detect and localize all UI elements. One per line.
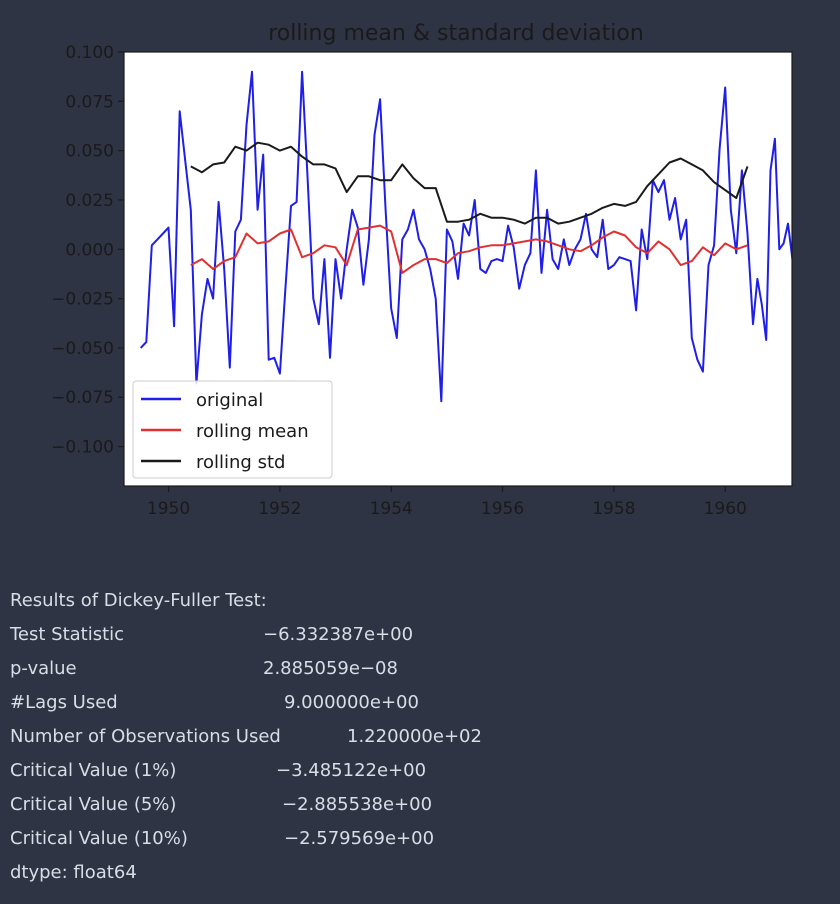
legend-label-rolling-mean: rolling mean bbox=[196, 421, 309, 442]
legend: original rolling mean rolling std bbox=[132, 380, 333, 479]
series-line-original bbox=[139, 70, 792, 403]
output-dtype: dtype: float64 bbox=[10, 862, 137, 883]
y-tick-label: −0.050 bbox=[51, 339, 114, 359]
output-row-value: −6.332387e+00 bbox=[263, 624, 414, 645]
output-row: #Lags Used 9.000000e+00 bbox=[10, 686, 419, 720]
y-tick-label: −0.025 bbox=[51, 290, 114, 310]
y-tick-label: −0.100 bbox=[51, 438, 114, 458]
output-row-value: −2.579569e+00 bbox=[284, 828, 435, 849]
output-row-value: 1.220000e+02 bbox=[347, 726, 482, 747]
output-row-label: p-value bbox=[10, 658, 77, 679]
series-line-rolling-std bbox=[190, 141, 749, 225]
output-row-value: −3.485122e+00 bbox=[276, 760, 427, 781]
x-tick-label: 1954 bbox=[370, 499, 413, 519]
y-tick-label: −0.075 bbox=[51, 388, 114, 408]
y-tick-label: 0.075 bbox=[65, 92, 114, 112]
output-row-value: 2.885059e−08 bbox=[263, 658, 398, 679]
output-row-label: Critical Value (1%) bbox=[10, 760, 177, 781]
y-tick-label: 0.025 bbox=[65, 191, 114, 211]
output-row: Number of Observations Used 1.220000e+02 bbox=[10, 720, 482, 754]
output-row: Critical Value (10%) −2.579569e+00 bbox=[10, 822, 434, 856]
output-row-label: #Lags Used bbox=[10, 692, 118, 713]
output-row: p-value 2.885059e−08 bbox=[10, 652, 398, 686]
x-tick-label: 1952 bbox=[258, 499, 301, 519]
plot-frame bbox=[123, 51, 793, 487]
legend-label-rolling-std: rolling std bbox=[196, 452, 285, 473]
output-row-label: Critical Value (5%) bbox=[10, 794, 177, 815]
output-row-value: −2.885538e+00 bbox=[282, 794, 433, 815]
output-row: Critical Value (5%) −2.885538e+00 bbox=[10, 788, 432, 822]
x-tick-label: 1956 bbox=[481, 499, 524, 519]
y-tick-label: 0.050 bbox=[65, 142, 114, 162]
x-tick-label: 1950 bbox=[147, 499, 190, 519]
y-tick-label: 0.100 bbox=[65, 43, 114, 63]
output-row-label: Test Statistic bbox=[10, 624, 125, 645]
output-row: Critical Value (1%) −3.485122e+00 bbox=[10, 754, 426, 788]
x-tick-label: 1958 bbox=[592, 499, 635, 519]
chart: rolling mean & standard deviation 1950 19… bbox=[51, 21, 793, 519]
output-row-value: 9.000000e+00 bbox=[284, 692, 419, 713]
output-heading: Results of Dickey-Fuller Test: bbox=[10, 590, 267, 611]
legend-label-original: original bbox=[196, 390, 263, 411]
adf-test-output: Results of Dickey-Fuller Test: Test Stat… bbox=[10, 584, 482, 890]
output-row-label: Critical Value (10%) bbox=[10, 828, 188, 849]
y-tick-label: 0.000 bbox=[65, 240, 114, 260]
output-row: Test Statistic −6.332387e+00 bbox=[10, 618, 413, 652]
series-line-rolling-mean bbox=[190, 224, 748, 274]
chart-title: rolling mean & standard deviation bbox=[268, 21, 644, 46]
x-tick-label: 1960 bbox=[704, 499, 747, 519]
output-row-label: Number of Observations Used bbox=[10, 726, 281, 747]
